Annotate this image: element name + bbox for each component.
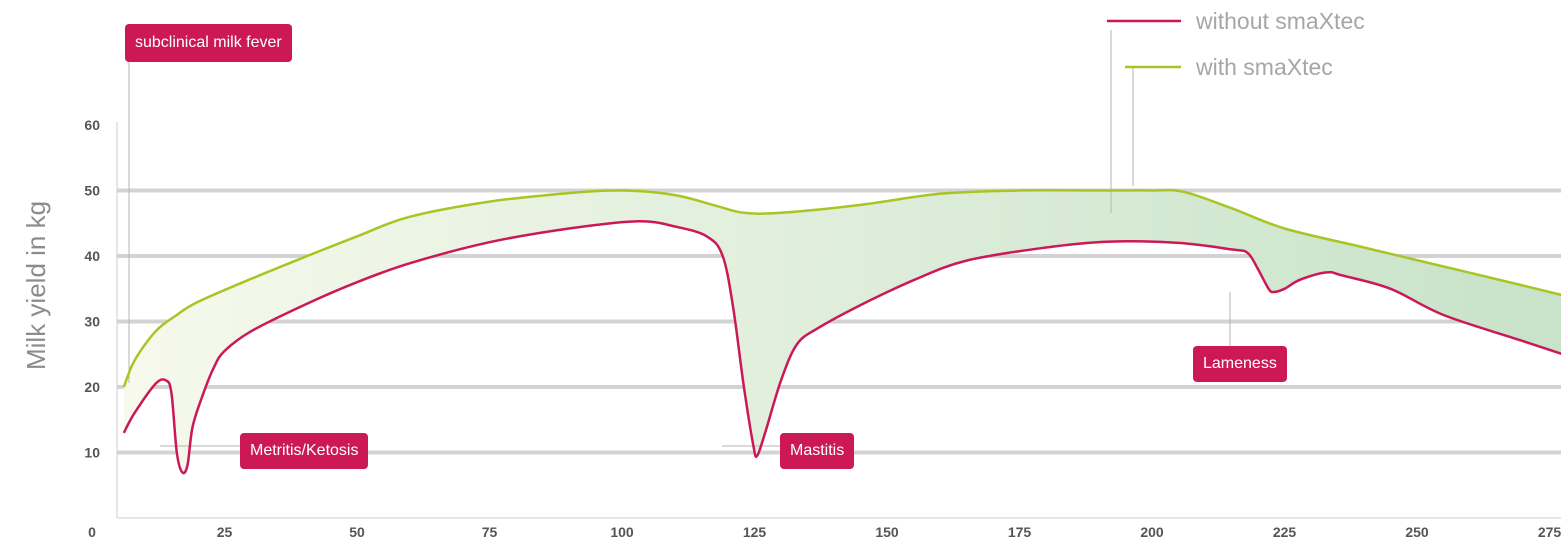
axes — [116, 122, 1561, 519]
x-tick-label: 100 — [610, 524, 634, 540]
series-line-without-smaxtec — [122, 220, 1561, 475]
x-tick-label: 275 — [1538, 524, 1561, 540]
x-tick-label: 50 — [349, 524, 365, 540]
x-tick-label: 150 — [875, 524, 899, 540]
y-tick-label: 60 — [84, 117, 100, 133]
legend-label-without: without smaXtec — [1195, 8, 1365, 34]
series-lines — [122, 188, 1561, 475]
annotation-metritis-ketosis: Metritis/Ketosis — [240, 433, 369, 469]
y-axis-label: Milk yield in kg — [21, 201, 51, 370]
annotation-leaders — [128, 30, 1231, 447]
x-tick-label: 125 — [743, 524, 767, 540]
tick-labels: 0 25 50 75 100 125 150 175 200 225 250 275 10 20 30 40 5… — [84, 117, 1561, 540]
x-tick-label: 25 — [217, 524, 233, 540]
y-tick-label: 40 — [84, 248, 100, 264]
x-tick-label: 175 — [1008, 524, 1032, 540]
legend: without smaXtec with smaXtec — [1107, 8, 1365, 80]
y-tick-label: 20 — [84, 379, 100, 395]
x-tick-label: 250 — [1405, 524, 1429, 540]
series-line-with-smaxtec — [122, 188, 1561, 388]
annotation-subclinical-milk-fever: subclinical milk fever — [125, 24, 292, 62]
difference-area-fill — [123, 190, 1561, 474]
y-tick-label: 10 — [84, 445, 100, 461]
x-tick-label: 0 — [88, 524, 96, 540]
x-tick-label: 75 — [482, 524, 498, 540]
difference-area — [123, 190, 1561, 474]
annotation-mastitis: Mastitis — [780, 433, 855, 469]
legend-label-with: with smaXtec — [1195, 54, 1333, 80]
y-tick-label: 30 — [84, 314, 100, 330]
y-tick-label: 50 — [84, 183, 100, 199]
annotation-lameness: Lameness — [1193, 346, 1287, 382]
x-tick-label: 200 — [1140, 524, 1164, 540]
x-tick-label: 225 — [1273, 524, 1297, 540]
